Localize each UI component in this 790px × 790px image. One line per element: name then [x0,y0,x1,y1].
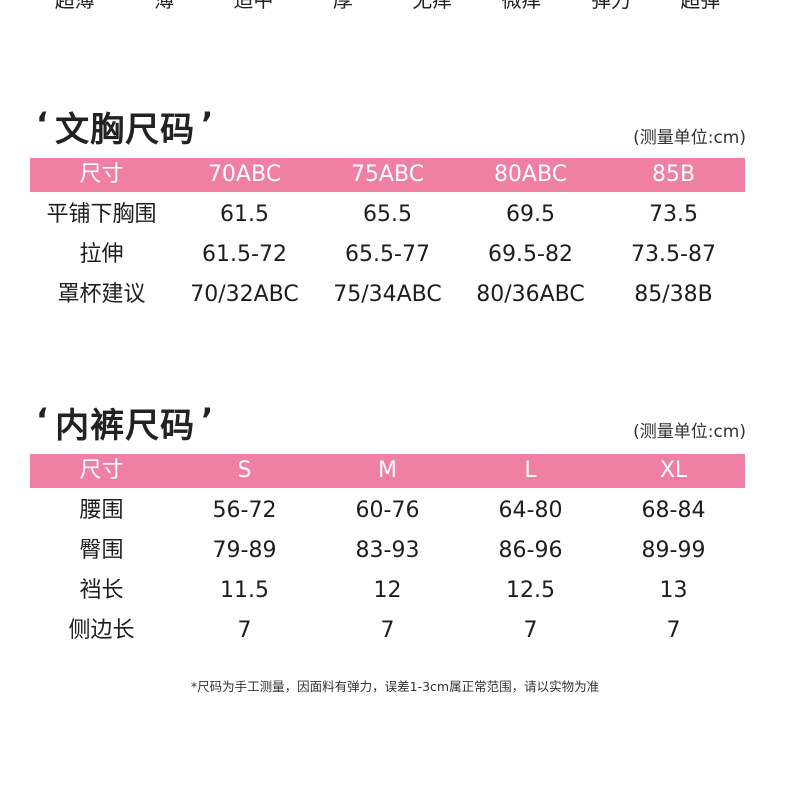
table-cell: 65.5-77 [345,242,430,267]
table-cell: 7 [523,618,538,643]
bra-size-title: ‘文胸尺码’ [30,105,220,152]
row-label: 裆长 [79,578,124,603]
table-cell: 65.5 [363,202,412,227]
row-label: 罩杯建议 [57,282,146,307]
bra-unit-note: (测量单位:cm) [633,128,746,148]
header-cell: 70ABC [207,162,282,187]
panty-title-text: 内裤尺码 [55,406,196,446]
feature-label: 厚 [332,0,353,12]
table-cell: 79-89 [212,538,277,563]
bra-size-table: 尺寸 70ABC 75ABC 80ABC 85B 平铺下胸围 61.5 65.5… [30,158,745,315]
quote-close: ’ [201,401,215,439]
row-label: 腰围 [79,498,124,523]
table-cell: 80/36ABC [476,282,585,307]
table-cell: 7 [666,618,681,643]
table-cell: 12 [373,578,402,603]
quote-close: ’ [201,105,215,143]
feature-label: 薄 [154,0,175,12]
header-cell: L [524,458,537,483]
header-cell: 85B [651,162,696,187]
table-cell: 69.5-82 [488,242,573,267]
quote-open: ‘ [36,401,50,439]
table-cell: 13 [659,578,688,603]
row-label: 平铺下胸围 [46,202,157,227]
panty-size-table: 尺寸 S M L XL 腰围 56-72 60-76 64-80 68-84 臀… [30,454,745,651]
table-row: 裆长 11.5 12 12.5 13 [30,571,745,611]
feature-label: 超薄 [54,0,95,12]
table-cell: 68-84 [641,498,706,523]
header-cell: 75ABC [350,162,425,187]
bra-title-text: 文胸尺码 [55,110,196,150]
feature-label: 超弹 [680,0,721,12]
quote-open: ‘ [36,105,50,143]
row-label: 侧边长 [68,618,135,643]
table-header-row: 尺寸 S M L XL [30,454,745,488]
table-row: 罩杯建议 70/32ABC 75/34ABC 80/36ABC 85/38B [30,275,745,315]
table-cell: 12.5 [506,578,555,603]
table-cell: 61.5-72 [202,242,287,267]
table-row: 侧边长 7 7 7 7 [30,611,745,651]
table-cell: 60-76 [355,498,420,523]
header-cell: M [378,458,397,483]
table-cell: 7 [237,618,252,643]
panty-unit-note: (测量单位:cm) [633,422,746,442]
header-cell: XL [659,458,688,483]
header-cell: 尺寸 [79,458,124,483]
table-cell: 89-99 [641,538,706,563]
table-cell: 11.5 [220,578,269,603]
table-cell: 86-96 [498,538,563,563]
table-cell: 75/34ABC [333,282,442,307]
feature-label: 适中 [233,0,274,12]
feature-label: 微痒 [501,0,542,12]
table-cell: 70/32ABC [190,282,299,307]
table-cell: 69.5 [506,202,555,227]
table-row: 腰围 56-72 60-76 64-80 68-84 [30,491,745,531]
table-row: 平铺下胸围 61.5 65.5 69.5 73.5 [30,195,745,235]
table-row: 臀围 79-89 83-93 86-96 89-99 [30,531,745,571]
table-cell: 64-80 [498,498,563,523]
table-header-row: 尺寸 70ABC 75ABC 80ABC 85B [30,158,745,192]
header-cell: 尺寸 [79,162,124,187]
feature-label: 无痒 [412,0,453,12]
fabric-feature-strip: 超薄 薄 适中 厚 无痒 微痒 弹力 超弹 [30,0,745,14]
table-cell: 61.5 [220,202,269,227]
feature-label: 弹力 [590,0,631,12]
table-cell: 85/38B [634,282,713,307]
table-cell: 56-72 [212,498,277,523]
panty-size-title: ‘内裤尺码’ [30,401,220,448]
row-label: 臀围 [79,538,124,563]
table-row: 拉伸 61.5-72 65.5-77 69.5-82 73.5-87 [30,235,745,275]
measurement-disclaimer: *尺码为手工测量，因面料有弹力，误差1-3cm属正常范围，请以实物为准 [190,679,600,694]
table-cell: 73.5-87 [631,242,716,267]
header-cell: S [237,458,252,483]
table-cell: 73.5 [649,202,698,227]
table-cell: 7 [380,618,395,643]
table-cell: 83-93 [355,538,420,563]
row-label: 拉伸 [79,242,124,267]
header-cell: 80ABC [493,162,568,187]
